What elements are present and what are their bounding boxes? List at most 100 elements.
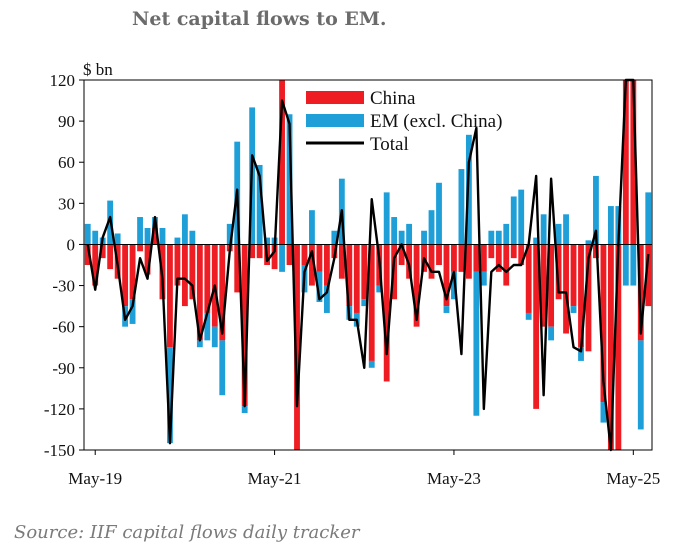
china-bar bbox=[488, 244, 495, 259]
em-excl-china-bar bbox=[622, 244, 629, 286]
china-bar bbox=[279, 80, 285, 245]
em-excl-china-bar bbox=[204, 312, 211, 341]
em-excl-china-bar bbox=[570, 306, 577, 313]
em-excl-china-bar bbox=[279, 244, 285, 272]
em-excl-china-bar bbox=[383, 192, 390, 245]
em-excl-china-bar bbox=[540, 214, 547, 245]
china-bar bbox=[286, 244, 293, 265]
em-excl-china-bar bbox=[503, 223, 510, 245]
china-bar bbox=[578, 244, 584, 348]
china-bar bbox=[540, 244, 547, 327]
em-excl-china-bar bbox=[211, 326, 218, 348]
china-bar bbox=[353, 244, 360, 313]
em-excl-china-bar bbox=[92, 230, 99, 245]
em-excl-china-bar bbox=[458, 169, 465, 245]
china-bar bbox=[413, 244, 420, 327]
china-bar bbox=[563, 244, 569, 334]
em-excl-china-bar bbox=[525, 312, 532, 320]
china-bar bbox=[129, 244, 136, 300]
china-bar bbox=[548, 244, 555, 327]
china-bar bbox=[137, 244, 143, 252]
china-bar bbox=[637, 244, 644, 341]
y-tick-label: -150 bbox=[44, 441, 75, 460]
em-excl-china-bar bbox=[219, 340, 226, 396]
plot-frame bbox=[83, 79, 653, 451]
china-bar bbox=[555, 244, 562, 300]
em-excl-china-bar bbox=[637, 340, 644, 430]
source-note: Source: IIF capital flows daily tracker bbox=[14, 522, 360, 543]
em-excl-china-bar bbox=[630, 244, 637, 286]
legend-label: EM (excl. China) bbox=[370, 111, 502, 132]
china-bar bbox=[368, 244, 375, 361]
em-excl-china-bar bbox=[593, 175, 599, 245]
y-tick-label: 90 bbox=[58, 112, 75, 131]
china-bar bbox=[503, 244, 510, 286]
china-bar bbox=[443, 244, 450, 307]
china-bar bbox=[645, 244, 652, 307]
china-bar bbox=[622, 80, 629, 245]
china-bar bbox=[204, 244, 211, 313]
x-tick-label: May-19 bbox=[68, 469, 122, 488]
y-tick-label: 0 bbox=[67, 235, 76, 254]
em-excl-china-bar bbox=[241, 406, 248, 413]
china-bar bbox=[249, 244, 256, 259]
em-excl-china-bar bbox=[510, 196, 517, 245]
china-bar bbox=[346, 244, 353, 307]
y-axis-unit-label: $ bn bbox=[83, 60, 113, 79]
china-bar bbox=[241, 244, 248, 407]
china-bar bbox=[480, 244, 487, 272]
china-bar bbox=[144, 244, 151, 275]
em-excl-china-bar bbox=[645, 192, 652, 245]
em-excl-china-bar bbox=[376, 285, 383, 293]
em-excl-china-bar bbox=[331, 230, 338, 245]
y-tick-label: 60 bbox=[58, 153, 75, 172]
china-bar bbox=[518, 244, 525, 265]
em-excl-china-bar bbox=[398, 230, 405, 245]
em-excl-china-bar bbox=[585, 240, 592, 245]
legend-label: Total bbox=[370, 134, 409, 155]
china-bar bbox=[99, 244, 106, 259]
china-bar bbox=[495, 244, 502, 272]
china-bar bbox=[167, 244, 173, 348]
chart-title: Net capital flows to EM. bbox=[132, 8, 387, 30]
em-excl-china-bar bbox=[443, 306, 450, 313]
y-tick-label: 120 bbox=[50, 71, 76, 90]
china-bar bbox=[107, 244, 114, 270]
em-excl-china-bar bbox=[129, 299, 136, 324]
em-excl-china-bar bbox=[174, 237, 181, 245]
china-bar bbox=[607, 244, 614, 450]
china-bar bbox=[309, 244, 315, 286]
em-excl-china-bar bbox=[256, 164, 263, 245]
em-excl-china-bar bbox=[451, 271, 457, 300]
china-bar bbox=[152, 228, 158, 245]
em-excl-china-bar bbox=[316, 271, 323, 302]
y-tick-label: -120 bbox=[44, 400, 75, 419]
china-bar bbox=[301, 244, 308, 265]
china-bar bbox=[451, 244, 457, 272]
em-excl-china-bar bbox=[600, 402, 607, 423]
china-bar bbox=[174, 244, 181, 286]
china-bar bbox=[189, 244, 196, 300]
em-excl-china-bar bbox=[428, 210, 435, 245]
em-excl-china-bar bbox=[361, 299, 368, 307]
em-excl-china-bar bbox=[196, 340, 203, 348]
em-excl-china-bar bbox=[264, 237, 271, 245]
china-bar bbox=[361, 244, 368, 300]
china-bar bbox=[473, 244, 480, 272]
em-excl-china-bar bbox=[555, 223, 562, 245]
china-bar bbox=[316, 244, 323, 272]
china-bar bbox=[630, 80, 637, 245]
em-excl-china-bar bbox=[181, 214, 188, 245]
em-excl-china-bar bbox=[406, 223, 413, 245]
em-excl-china-bar bbox=[309, 210, 315, 245]
china-bar bbox=[84, 244, 91, 265]
em-excl-china-bar bbox=[84, 223, 91, 245]
em-excl-china-bar bbox=[114, 233, 121, 245]
y-tick-label: -90 bbox=[52, 359, 75, 378]
china-bar bbox=[533, 244, 540, 409]
total-line-layer bbox=[86, 78, 650, 452]
em-excl-china-bar bbox=[226, 223, 233, 245]
china-bar bbox=[256, 244, 263, 259]
